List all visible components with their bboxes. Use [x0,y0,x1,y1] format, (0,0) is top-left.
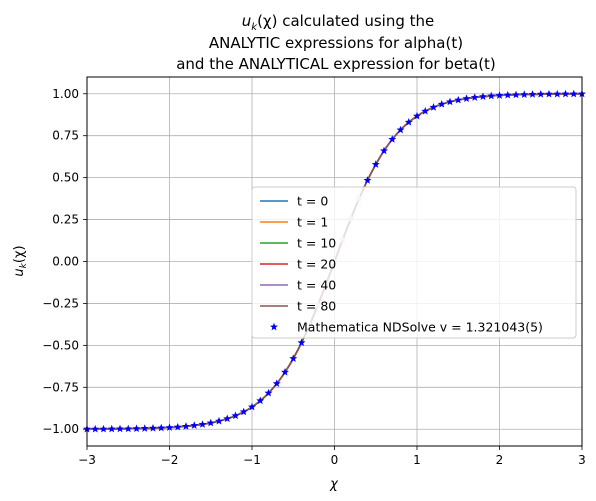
x-tick-label: 2 [496,453,504,467]
y-tick-label: −1.00 [42,422,79,436]
y-tick-label: −0.75 [42,380,79,394]
legend-label-4: t = 20 [297,257,336,272]
y-tick-label: 0.50 [52,171,79,185]
y-tick-label: −0.25 [42,296,79,310]
y-tick-label: 1.00 [52,87,79,101]
y-axis-label: uk(χ) [12,245,29,276]
x-tick-label: 0 [331,453,339,467]
chart-title-line1: uk(χ) calculated using the [242,12,434,33]
legend-label-5: t = 40 [297,278,336,293]
y-tick-label: −0.50 [42,338,79,352]
y-tick-label: 0.00 [52,255,79,269]
legend-label-6: t = 80 [297,299,336,314]
x-axis-label: χ [329,477,339,492]
legend-label-1: t = 0 [297,194,328,209]
legend-label-3: t = 10 [297,236,336,251]
legend-label-2: t = 1 [297,215,328,230]
x-tick-label: −2 [161,453,179,467]
x-tick-label: −3 [78,453,96,467]
legend: t = 0 t = 1 t = 10 t = 20 t = 40 t = 80 Mathem… [252,187,576,338]
chart-title-line3: and the ANALYTICAL expression for beta(t… [176,55,496,73]
x-tick-label: −1 [243,453,261,467]
legend-label-markers: Mathematica NDSolve v = 1.321043(5) [297,320,543,335]
x-tick-label: 1 [413,453,421,467]
x-tick-label: 3 [578,453,586,467]
y-tick-label: 0.75 [52,129,79,143]
chart-title-line2: ANALYTIC expressions for alpha(t) [209,34,463,52]
y-tick-label: 0.25 [52,213,79,227]
